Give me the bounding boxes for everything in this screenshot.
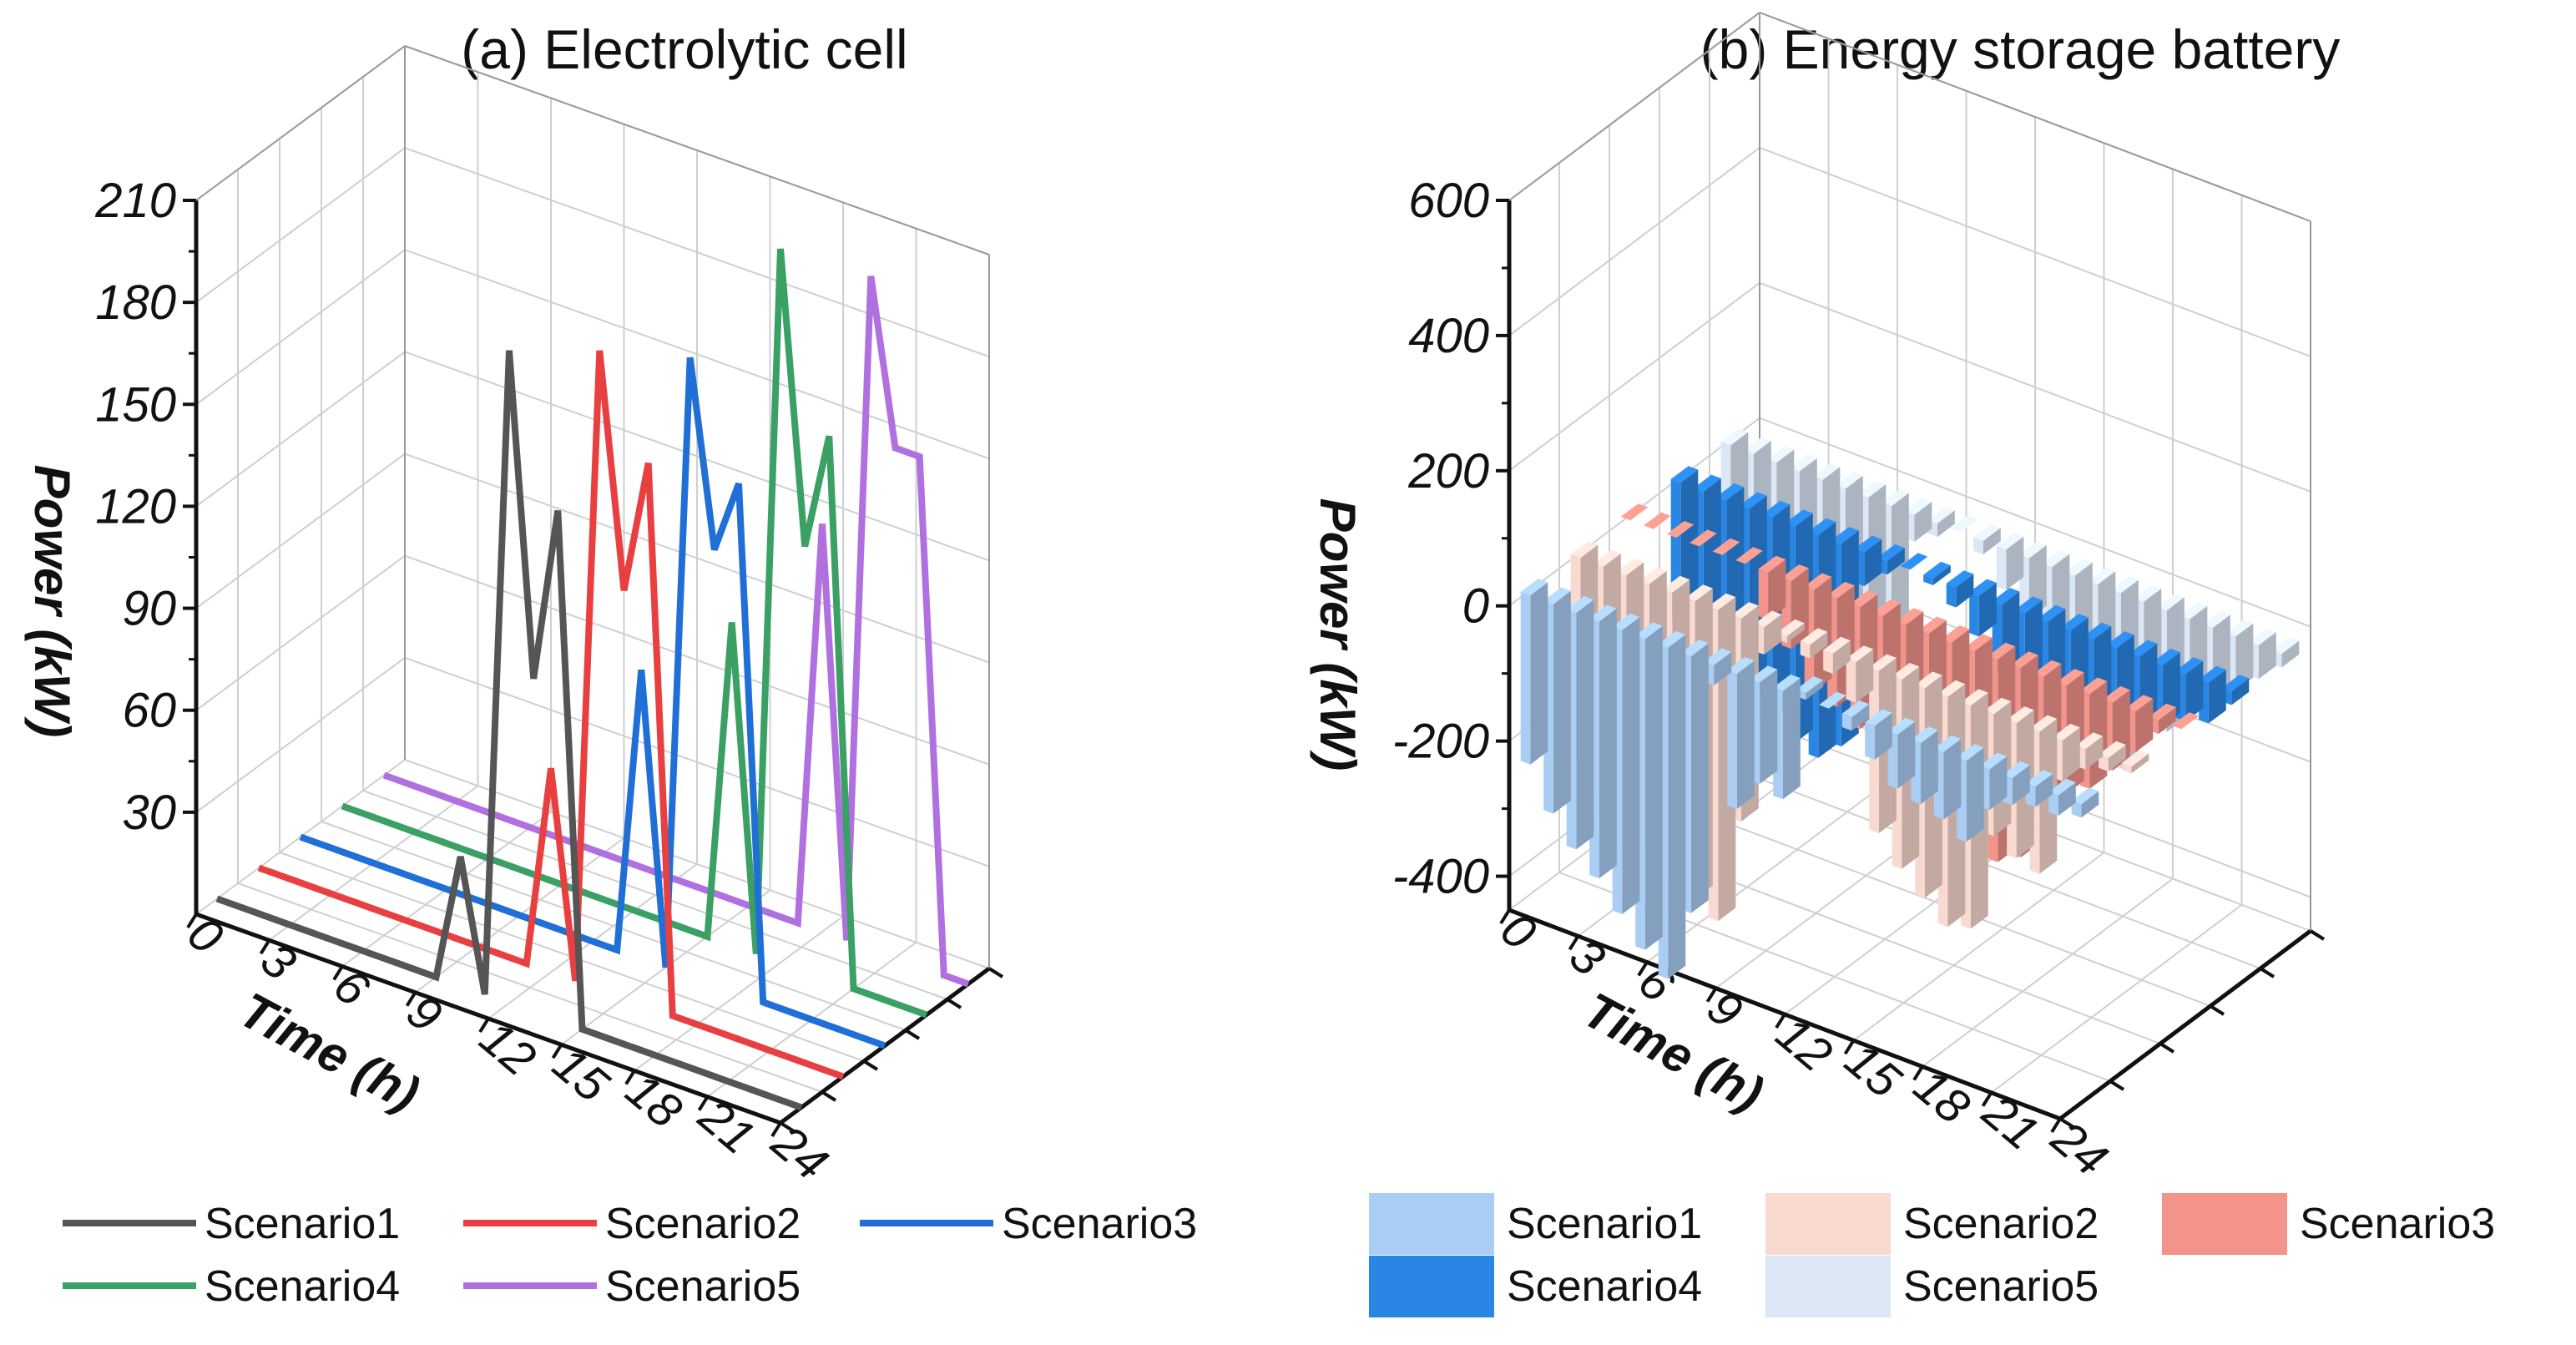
chart-a-line-scenario2: [257, 350, 845, 1080]
chart-a-ylabel: Power (kW): [24, 465, 80, 738]
chart-a-y-ticks: 30 60 90 120 150 180 210: [94, 174, 196, 840]
chart-b-bar: [1950, 515, 1978, 533]
chart-a-y-tick-label: 60: [122, 684, 176, 738]
chart-b-legend-label: Scenario5: [1903, 1262, 2099, 1311]
chart-b-bar: [1712, 538, 1740, 555]
chart-b-bar: [1887, 717, 1916, 789]
chart-a-y-tick-label: 90: [122, 582, 176, 636]
chart-b-y-tick-label: -400: [1392, 850, 1489, 904]
panel-electrolytic-cell: (a) Electrolytic cell 306090120150180210…: [24, 18, 1197, 1311]
chart-b-legend: Scenario1 Scenario2 Scenario3 Scenario4 Scen…: [1369, 1193, 2495, 1317]
chart-a-legend-label: Scenario3: [1002, 1200, 1197, 1248]
chart-b-bar: [1666, 521, 1695, 539]
chart-b-bar: [1969, 579, 1997, 637]
chart-b-bar: [1758, 555, 1786, 620]
chart-b-bar: [1735, 547, 1763, 564]
chart-a-legend-label: Scenario1: [205, 1200, 400, 1248]
chart-a-x-tick-label: 18: [616, 1063, 692, 1139]
chart-b-bar: [1923, 561, 1951, 585]
chart-a-x-tick-label: 21: [688, 1088, 765, 1165]
chart-b-y-tick-label: 0: [1462, 579, 1489, 634]
chart-b-bar: [1900, 553, 1928, 570]
chart-b-bar: [1846, 645, 1874, 703]
chart-b-bar: [1727, 656, 1755, 809]
chart-b-bar: [1865, 709, 1892, 760]
chart-a-x-tick-label: 24: [761, 1115, 838, 1191]
chart-a-series: [215, 248, 970, 1111]
chart-b-bar: [1690, 529, 1717, 547]
chart-b-bar: [2025, 770, 2053, 807]
chart-a-line-scenario4: [341, 248, 928, 1019]
chart-b-legend-swatch: [1765, 1193, 1891, 1255]
chart-b-bar: [1996, 533, 2024, 590]
chart-b-x-tick-label: 15: [1835, 1032, 1912, 1109]
chart-b-legend-label: Scenario1: [1507, 1200, 1702, 1248]
chart-a-legend-label: Scenario5: [605, 1262, 801, 1311]
chart-b-ylabel: Power (kW): [1310, 498, 1366, 771]
chart-b-x-tick-label: 24: [2041, 1110, 2118, 1187]
chart-b-x-tick-label: 3: [1559, 928, 1614, 987]
chart-a-legend-label: Scenario4: [205, 1262, 400, 1311]
chart-a-line-scenario5: [382, 276, 970, 988]
chart-b-x-tick-label: 0: [1491, 902, 1546, 961]
chart-b-legend-swatch: [1369, 1256, 1494, 1317]
chart-b-bar: [1823, 636, 1851, 675]
chart-b-x-tick-label: 12: [1766, 1006, 1842, 1082]
chart-a-y-tick-label: 150: [95, 377, 176, 432]
chart-b-bar: [1946, 570, 1974, 608]
chart-b-bar: [2199, 665, 2226, 724]
chart-b-y-ticks: -400 -200 0 200 400 600: [1392, 174, 1509, 904]
chart-b-legend-label: Scenario4: [1507, 1262, 1702, 1311]
chart-b-bar: [2121, 750, 2149, 774]
chart-a-x-tick-label: 12: [470, 1010, 546, 1086]
chart-b-y-tick-label: 600: [1408, 174, 1489, 228]
chart-b-bar: [1543, 587, 1571, 814]
chart-b-bar: [1620, 503, 1649, 521]
chart-b-bar: [1973, 523, 2001, 555]
chart-b-bar: [1644, 512, 1671, 529]
chart-b-bar: [2071, 787, 2099, 818]
chart-a-legend: Scenario1 Scenario2 Scenario3 Scenario4 Scen…: [63, 1200, 1197, 1311]
chart-b-legend-swatch: [1765, 1256, 1891, 1317]
chart-a-y-tick-label: 120: [95, 479, 176, 533]
chart-b-x-tick-label: 21: [1972, 1084, 2048, 1160]
panel-energy-storage-battery: (b) Energy storage battery -400 -200 0 200 4…: [1310, 12, 2495, 1317]
chart-a-x-tick-label: 15: [543, 1036, 619, 1113]
chart-b-legend-swatch: [2162, 1193, 2287, 1255]
chart-b-y-tick-label: 200: [1407, 444, 1489, 498]
chart-a-y-tick-label: 30: [122, 786, 176, 840]
chart-b-legend-swatch: [1369, 1193, 1494, 1255]
chart-a-x-tick-label: 9: [397, 984, 452, 1044]
chart-b-bar: [1819, 691, 1846, 709]
chart-b-bar: [1800, 628, 1828, 659]
chart-b-y-tick-label: -200: [1392, 715, 1489, 769]
chart-a-x-tick-label: 6: [324, 958, 380, 1018]
chart-a-y-tick-label: 210: [94, 174, 176, 228]
chart-a-legend-label: Scenario2: [605, 1200, 801, 1248]
chart-b-bar: [2099, 741, 2126, 772]
chart-b-bar: [2048, 778, 2076, 817]
chart-b-legend-label: Scenario2: [1903, 1200, 2099, 1248]
chart-b-bar: [2171, 712, 2200, 730]
chart-b-bar: [2175, 657, 2204, 722]
chart-b-bar: [2225, 619, 2254, 691]
chart-a-title: (a) Electrolytic cell: [461, 18, 907, 80]
chart-a-y-tick-label: 180: [95, 276, 176, 330]
chart-b-x-tick-label: 18: [1904, 1059, 1980, 1135]
chart-a-line-scenario1: [215, 350, 803, 1111]
chart-b-x-tick-label: 9: [1697, 980, 1752, 1039]
chart-b-y-tick-label: 400: [1408, 309, 1489, 363]
chart-a-x-tick-label: 0: [178, 906, 233, 965]
chart-b-title: (b) Energy storage battery: [1700, 18, 2341, 80]
chart-b-series: [1520, 428, 2300, 979]
chart-a-line-scenario3: [299, 356, 886, 1049]
chart-b-bar: [1841, 700, 1870, 731]
chart-b-legend-label: Scenario3: [2300, 1200, 2495, 1248]
chart-b-bar: [1520, 579, 1548, 765]
